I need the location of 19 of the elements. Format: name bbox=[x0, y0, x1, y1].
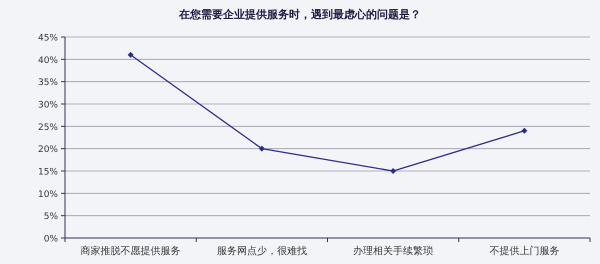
y-tick-label: 10% bbox=[38, 190, 58, 200]
y-tick-label: 45% bbox=[38, 34, 58, 44]
x-tick-label: 办理相关手续繁琐 bbox=[353, 245, 434, 257]
y-tick-label: 5% bbox=[44, 212, 58, 222]
point bbox=[128, 52, 134, 58]
point bbox=[258, 146, 265, 152]
x-tick-label: 不提供上门服务 bbox=[489, 245, 560, 257]
y-tick-label: 25% bbox=[38, 122, 58, 133]
x-tick-label: 商家推脱不愿提供服务 bbox=[80, 245, 181, 257]
chart-title: 在您需要企业提供服务时，遇到最虑心的问题是？ bbox=[178, 8, 421, 21]
y-tick-label: 20% bbox=[38, 145, 58, 156]
y-tick-label: 30% bbox=[38, 100, 58, 110]
y-tick-label: 35% bbox=[38, 78, 58, 88]
x-tick-label: 服务网点少，很难找 bbox=[216, 245, 307, 257]
point bbox=[521, 128, 528, 134]
y-tick-label: 40% bbox=[38, 56, 58, 66]
y-tick-label: 15% bbox=[38, 168, 58, 178]
point bbox=[390, 168, 396, 174]
y-tick-label: 0% bbox=[44, 234, 58, 244]
